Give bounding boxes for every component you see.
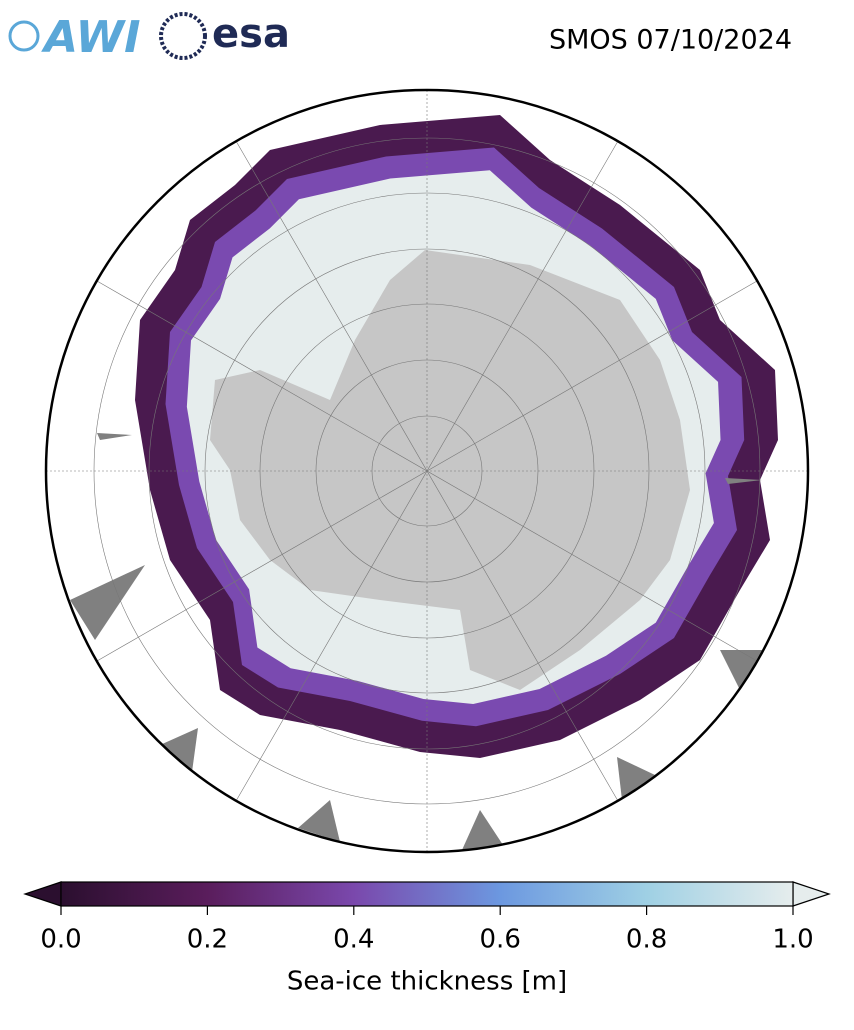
tick-label: 0.8: [626, 925, 667, 955]
esa-logo: esa: [159, 11, 290, 60]
map-title: SMOS 07/10/2024: [549, 25, 792, 56]
tick-label: 0.0: [40, 925, 81, 955]
awi-logo: AWI: [8, 12, 141, 63]
land-patches: [70, 433, 762, 850]
colorbar-label: Sea-ice thickness [m]: [287, 967, 567, 997]
tick-label: 0.6: [480, 925, 521, 955]
tick-label: 0.2: [187, 925, 228, 955]
tick-label: 0.4: [333, 925, 374, 955]
logo-text: AWI: [41, 12, 141, 63]
map: [46, 90, 808, 852]
graticule: [46, 90, 808, 852]
colorbar: [23, 881, 831, 907]
tick-label: 1.0: [772, 925, 813, 955]
logo-text: esa: [212, 11, 290, 57]
antarctica: [210, 250, 690, 690]
map-border: [44, 88, 810, 854]
